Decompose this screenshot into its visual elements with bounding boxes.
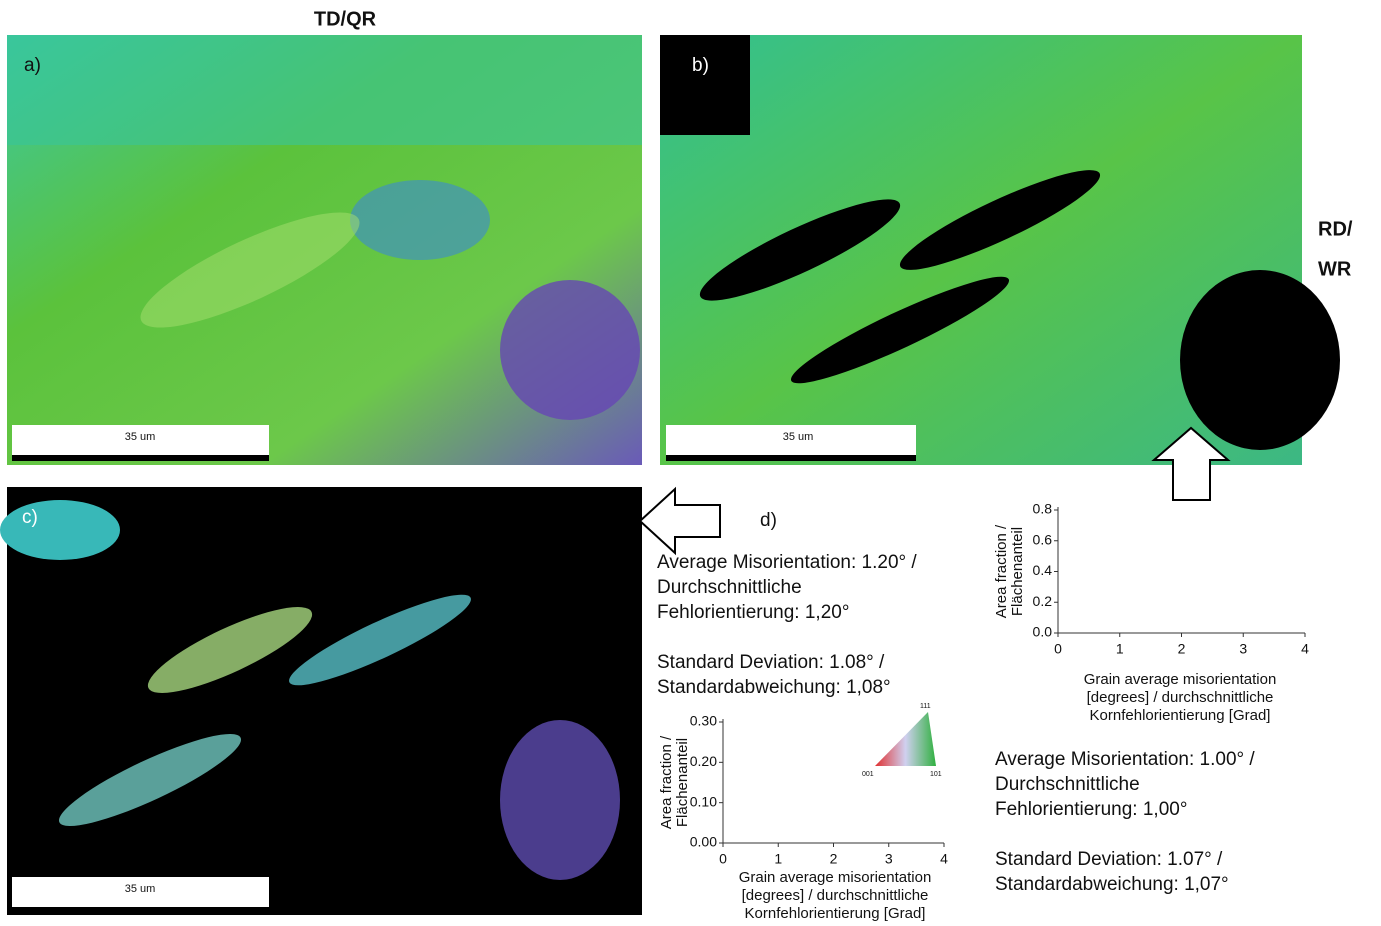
- page: {"figure": {"top_label": "TD/QR", "side_…: [0, 0, 1381, 926]
- panel-label: a): [24, 55, 41, 76]
- scale-bar-label: 35 um: [125, 883, 156, 895]
- x-axis-label: Kornfehlorientierung [Grad]: [1090, 707, 1271, 724]
- arrow-left: [640, 489, 720, 553]
- top-label: TD/QR: [314, 8, 377, 30]
- x-tick-label: 3: [885, 851, 893, 867]
- stat-line: Durchschnittliche: [657, 577, 802, 598]
- x-tick-label: 0: [1054, 641, 1062, 657]
- x-tick-label: 4: [1301, 641, 1309, 657]
- x-axis-label: [degrees] / durchschnittliche: [1087, 689, 1274, 706]
- y-tick-label: 0.10: [690, 793, 717, 809]
- ipf-corner: 001: [862, 771, 874, 778]
- y-tick-label: 0.0: [1033, 624, 1053, 640]
- y-tick-label: 0.30: [690, 713, 717, 729]
- figure: 111 001 101 TD/QR RD/ WR a) b) c) d) 35 …: [0, 0, 1381, 926]
- y-tick-label: 0.8: [1033, 501, 1053, 517]
- ipf-legend: 111 001 101: [862, 703, 942, 778]
- y-axis-label: Flächenanteil: [674, 738, 691, 827]
- y-tick-label: 0.2: [1033, 593, 1053, 609]
- x-axis-label: Kornfehlorientierung [Grad]: [745, 905, 926, 922]
- map-b: [660, 35, 1340, 465]
- x-tick-label: 2: [1178, 641, 1186, 657]
- panel-label: c): [22, 507, 38, 528]
- ipf-corner: 101: [930, 771, 942, 778]
- x-tick-label: 1: [774, 851, 782, 867]
- x-axis-label: [degrees] / durchschnittliche: [742, 887, 929, 904]
- y-axis-label: Flächenanteil: [1009, 527, 1026, 616]
- scale-bar-label: 35 um: [125, 431, 156, 443]
- x-tick-label: 4: [940, 851, 948, 867]
- ipf-corner: 111: [920, 703, 931, 710]
- stat-line: Average Misorientation: 1.20° /: [657, 552, 917, 573]
- y-tick-label: 0.20: [690, 753, 717, 769]
- y-tick-label: 0.6: [1033, 531, 1053, 547]
- x-tick-label: 3: [1239, 641, 1247, 657]
- x-axis-label: Grain average misorientation: [1084, 671, 1277, 688]
- x-tick-label: 0: [719, 851, 727, 867]
- panel-label: b): [692, 55, 709, 76]
- y-tick-label: 0.4: [1033, 562, 1053, 578]
- stat-line: Fehlorientierung: 1,00°: [995, 799, 1187, 820]
- map-a: [7, 35, 642, 465]
- x-tick-label: 1: [1116, 641, 1124, 657]
- stat-line: Durchschnittliche: [995, 774, 1140, 795]
- scale-bar-label: 35 um: [783, 431, 814, 443]
- stat-line: Fehlorientierung: 1,20°: [657, 602, 849, 623]
- stat-line: Standardabweichung: 1,07°: [995, 874, 1229, 895]
- y-tick-label: 0.00: [690, 834, 717, 850]
- y-axis-label: Area fraction /: [658, 735, 675, 829]
- panel-label: d): [760, 510, 777, 531]
- stat-line: Average Misorientation: 1.00° /: [995, 749, 1255, 770]
- stat-line: Standardabweichung: 1,08°: [657, 677, 891, 698]
- stat-line: Standard Deviation: 1.07° /: [995, 849, 1223, 870]
- stat-line: Standard Deviation: 1.08° /: [657, 652, 885, 673]
- side-label: RD/: [1318, 218, 1353, 240]
- x-tick-label: 2: [830, 851, 838, 867]
- map-c: [0, 487, 642, 915]
- x-axis-label: Grain average misorientation: [739, 869, 932, 886]
- y-axis-label: Area fraction /: [993, 524, 1010, 618]
- side-label: WR: [1318, 258, 1352, 280]
